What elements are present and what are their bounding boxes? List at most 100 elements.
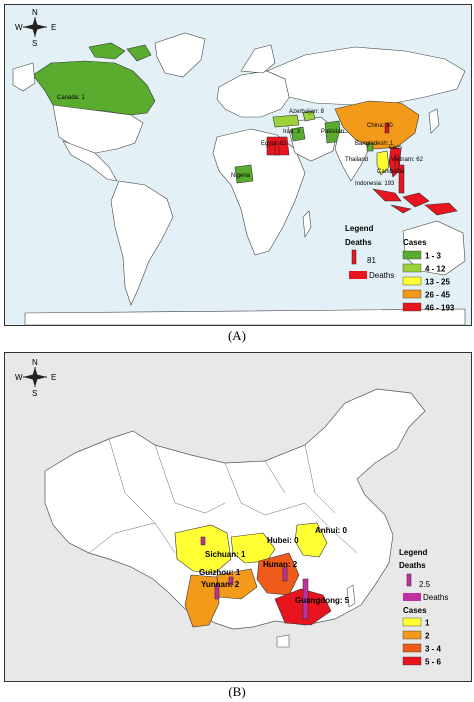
legend-b-death-bar-sample: [406, 573, 412, 587]
label-indonesia: Indonesia: 193: [355, 181, 395, 187]
turkey-region: [272, 114, 300, 128]
compass-west: W: [15, 23, 23, 32]
legend-a-class-swatch-2: [402, 276, 422, 286]
legend-b-class-label-2: 3 - 4: [425, 645, 442, 654]
death-bar-guizhou: [228, 576, 234, 586]
legend-b-class-swatch-3: [402, 656, 422, 666]
label-azerbaijan: Azerbaijan: 8: [289, 109, 325, 115]
label-bangladesh: Bangladesh: 1: [355, 141, 394, 147]
japan-shape: [428, 108, 440, 134]
antarctica-shape: [24, 308, 466, 325]
legend-a-class-swatch-3: [402, 289, 422, 299]
russia-shape: [266, 46, 466, 106]
thailand-region: [376, 150, 390, 176]
legend-a-class-label-1: 4 - 12: [425, 265, 446, 274]
death-bar-vietnam: [394, 154, 400, 170]
hainan-shape: [276, 634, 290, 648]
alaska-shape: [12, 62, 36, 92]
legend-a-death-value: 81: [367, 256, 376, 265]
death-bar-indonesia: [398, 164, 405, 194]
legend-b-class-swatch-0: [402, 617, 422, 627]
legend-b-class-label-3: 5 - 6: [425, 658, 442, 667]
death-bar-hunan: [282, 566, 288, 582]
azerbaijan-region: [302, 110, 316, 122]
madagascar-shape: [302, 210, 312, 238]
compass-east-b: E: [51, 373, 56, 382]
world-map-panel: N S W E Canada:: [4, 4, 472, 326]
death-bar-guangdong: [302, 578, 309, 620]
label-cambodia: Cambodia: [377, 169, 405, 175]
usa-shape: [52, 104, 144, 154]
label-iraq: Iraq: 3: [283, 129, 301, 135]
caption-a: (A): [227, 328, 247, 343]
mexico-shape: [62, 140, 118, 182]
label-hunan: Hunan: 2: [263, 560, 298, 569]
anhui-region: [294, 522, 328, 558]
taiwan-shape: [346, 584, 356, 608]
legend-a-death-swatch: [349, 271, 367, 279]
nigeria-region: [234, 164, 254, 184]
sichuan-region: [174, 524, 232, 574]
caption-b: (B): [228, 684, 246, 699]
africa-shape: [212, 128, 306, 256]
label-vietnam: Vietnam: 62: [391, 157, 424, 163]
legend-b-title: Legend: [399, 548, 428, 557]
compass-rose-icon: [23, 17, 47, 37]
china-map: N S W E Anhui: 0 Hubei: 0 Sichuan: 1 Hun…: [15, 358, 448, 667]
province-borders: [88, 438, 358, 554]
label-china: China: 30: [367, 123, 393, 129]
label-guizhou: Guizhou: 1: [199, 568, 241, 577]
scandinavia-shape: [240, 44, 276, 74]
greenland-shape: [154, 32, 206, 78]
legend-a-class-swatch-1: [402, 263, 422, 273]
china-region: [334, 100, 420, 150]
bangladesh-region: [366, 142, 374, 152]
label-pakistan: Pakistan: [321, 129, 344, 135]
legend-a: Legend Deaths 81 Deaths Cases 1 - 3 4 - 1…: [345, 224, 455, 313]
legend-b-class-swatch-1: [402, 630, 422, 640]
compass-north-b: N: [32, 358, 38, 367]
canada-islands: [88, 42, 152, 62]
legend-a-death-label: Deaths: [369, 271, 394, 280]
legend-a-class-swatch-0: [402, 250, 422, 260]
australia-shape: [402, 220, 466, 276]
death-bar-sichuan: [200, 536, 206, 546]
death-bar-yunnan: [214, 584, 220, 600]
label-guangdong: Guangdong: 5: [295, 596, 350, 605]
label-anhui: Anhui: 0: [315, 526, 348, 535]
legend-a-title: Legend: [345, 224, 374, 233]
legend-b-class-label-0: 1: [425, 619, 430, 628]
legend-b-cases-title: Cases: [403, 606, 427, 615]
legend-b-death-swatch: [403, 593, 421, 601]
compass-west-b: W: [15, 373, 23, 382]
legend-b-class-swatch-2: [402, 643, 422, 653]
legend-b-deaths-title: Deaths: [399, 561, 426, 570]
europe-shape: [216, 70, 292, 118]
compass-north: N: [32, 8, 38, 17]
world-map: N S W E Canada:: [12, 8, 466, 325]
compass-rose-icon: [23, 367, 47, 387]
iraq-region: [290, 126, 306, 142]
china-outline: [44, 388, 426, 630]
label-egypt: Egypt: 62: [261, 141, 287, 147]
label-yunnan: Yunnan: 2: [201, 580, 240, 589]
legend-b: Legend Deaths 2.5 Deaths Cases 1 2 3 - 4 5 …: [399, 548, 448, 667]
death-bar-china: [384, 122, 390, 134]
legend-b-death-label: Deaths: [423, 593, 448, 602]
compass-south-b: S: [32, 389, 37, 398]
legend-a-class-label-2: 13 - 25: [425, 278, 450, 287]
legend-a-cases-title: Cases: [403, 238, 427, 247]
label-hubei: Hubei: 0: [267, 536, 299, 545]
legend-a-death-bar-sample: [351, 249, 357, 265]
legend-a-class-swatch-4: [402, 302, 422, 312]
label-thailand: Thailand: [345, 157, 368, 163]
death-bar-egypt: [274, 142, 280, 156]
label-sichuan: Sichuan: 1: [205, 550, 246, 559]
legend-b-death-value: 2.5: [419, 580, 431, 589]
legend-b-class-label-1: 2: [425, 632, 430, 641]
label-canada: Canada: 1: [57, 95, 85, 101]
china-map-panel: N S W E Anhui: 0 Hubei: 0 Sichuan: 1 Hun…: [4, 352, 472, 682]
compass-south: S: [32, 39, 37, 48]
compass-east: E: [51, 23, 56, 32]
legend-a-class-label-4: 46 - 193: [425, 304, 455, 313]
